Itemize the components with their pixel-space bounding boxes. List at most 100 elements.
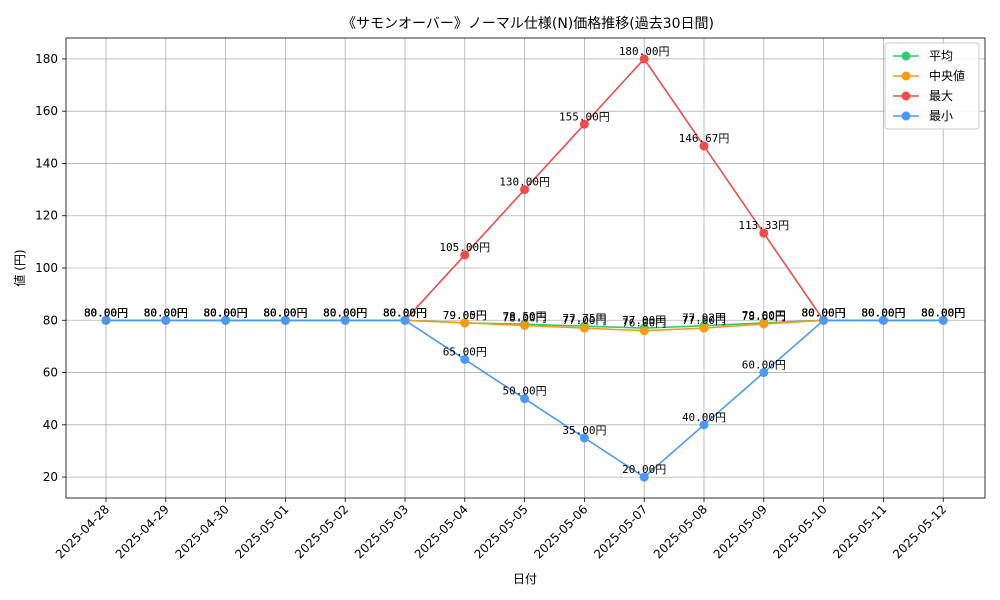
data-label: 80.00円 — [383, 306, 427, 319]
data-label: 80.00円 — [323, 306, 367, 319]
data-point — [639, 54, 649, 64]
data-label: 77.92円 — [682, 312, 726, 325]
data-label: 80.00円 — [263, 306, 307, 319]
data-point — [699, 323, 709, 333]
x-tick-label: 2025-05-11 — [830, 502, 889, 561]
y-tick-label: 160 — [35, 104, 58, 118]
chart-title: 《サモンオーバー》ノーマル仕様(N)価格推移(過去30日間) — [342, 16, 714, 32]
x-tick-label: 2025-05-02 — [292, 502, 351, 561]
data-point — [520, 321, 530, 330]
data-label: 80.00円 — [383, 306, 427, 319]
legend-marker — [901, 51, 911, 61]
data-label: 80.00円 — [323, 306, 367, 319]
data-point — [520, 185, 530, 195]
data-label: 80.00円 — [802, 306, 846, 319]
data-point — [819, 315, 829, 325]
data-point — [579, 119, 589, 129]
data-label: 80.00円 — [383, 306, 427, 319]
data-point — [520, 394, 530, 404]
data-label: 77.00円 — [622, 314, 666, 327]
data-point — [579, 433, 589, 443]
x-tick-label: 2025-05-08 — [651, 502, 710, 561]
data-label: 80.00円 — [263, 306, 307, 319]
data-label: 80.00円 — [921, 306, 965, 319]
legend-label: 平均 — [929, 49, 953, 63]
data-label: 180.00円 — [619, 45, 670, 58]
data-point — [938, 315, 948, 325]
data-point — [460, 354, 470, 364]
y-tick-label: 40 — [43, 418, 58, 432]
x-tick-label: 2025-05-01 — [232, 502, 291, 561]
y-tick-label: 60 — [43, 366, 58, 380]
data-label: 155.00円 — [559, 110, 610, 123]
data-point — [699, 420, 709, 430]
data-point — [579, 323, 589, 333]
data-point — [101, 315, 111, 325]
data-point — [460, 250, 470, 260]
data-point — [759, 319, 769, 329]
data-label: 80.00円 — [84, 306, 128, 319]
data-label: 80.00円 — [802, 306, 846, 319]
data-label: 80.00円 — [144, 306, 188, 319]
x-tick-label: 2025-05-04 — [412, 502, 471, 561]
data-label: 80.00円 — [383, 306, 427, 319]
data-label: 80.00円 — [323, 306, 367, 319]
y-tick-label: 20 — [43, 470, 58, 484]
x-tick-label: 2025-05-09 — [711, 502, 770, 561]
data-label: 78.00円 — [503, 312, 547, 325]
y-tick-label: 80 — [43, 313, 58, 327]
data-label: 80.00円 — [144, 306, 188, 319]
y-tick-label: 120 — [35, 209, 58, 223]
data-label: 80.00円 — [802, 306, 846, 319]
legend-marker — [901, 91, 911, 101]
data-label: 80.00円 — [204, 306, 248, 319]
x-tick-label: 2025-04-28 — [53, 502, 112, 561]
data-label: 80.00円 — [921, 306, 965, 319]
data-label: 80.00円 — [204, 306, 248, 319]
data-label: 80.00円 — [144, 306, 188, 319]
data-point — [460, 318, 470, 328]
y-tick-label: 140 — [35, 156, 58, 170]
data-label: 80.00円 — [263, 306, 307, 319]
data-point — [759, 228, 769, 238]
x-tick-label: 2025-05-07 — [591, 502, 650, 561]
data-point — [759, 368, 769, 378]
x-tick-label: 2025-05-06 — [531, 502, 590, 561]
data-label: 80.00円 — [204, 306, 248, 319]
x-axis-label: 日付 — [513, 572, 537, 586]
y-tick-label: 100 — [35, 261, 58, 275]
data-label: 78.60円 — [742, 310, 786, 323]
x-tick-label: 2025-05-03 — [352, 502, 411, 561]
data-label: 80.00円 — [263, 306, 307, 319]
data-label: 113.33円 — [738, 219, 789, 232]
data-label: 80.00円 — [204, 306, 248, 319]
series-lines — [101, 54, 948, 482]
data-label: 35.00円 — [562, 424, 606, 437]
data-point — [340, 315, 350, 325]
data-label: 80.00円 — [802, 306, 846, 319]
data-label: 80.00円 — [144, 306, 188, 319]
grid — [66, 38, 985, 498]
x-tick-label: 2025-04-30 — [173, 502, 232, 561]
data-label: 50.00円 — [503, 385, 547, 398]
data-label: 80.00円 — [861, 306, 905, 319]
data-label: 105.00円 — [439, 241, 490, 254]
x-tick-label: 2025-05-12 — [890, 502, 949, 561]
data-point — [161, 315, 171, 325]
data-label: 40.00円 — [682, 411, 726, 424]
data-label: 77.00円 — [562, 314, 606, 327]
data-label: 80.00円 — [861, 306, 905, 319]
data-point — [639, 472, 649, 482]
legend-marker — [901, 111, 911, 121]
data-label: 146.67円 — [679, 132, 730, 145]
data-label: 79.00円 — [742, 309, 786, 322]
data-point — [878, 315, 888, 325]
data-label: 77.75円 — [562, 312, 606, 325]
y-axis-label: 値 (円) — [12, 249, 27, 286]
data-label: 77.00円 — [682, 314, 726, 327]
data-label: 60.00円 — [742, 359, 786, 372]
x-tick-label: 2025-05-10 — [771, 502, 830, 561]
data-label: 65.00円 — [443, 345, 487, 358]
